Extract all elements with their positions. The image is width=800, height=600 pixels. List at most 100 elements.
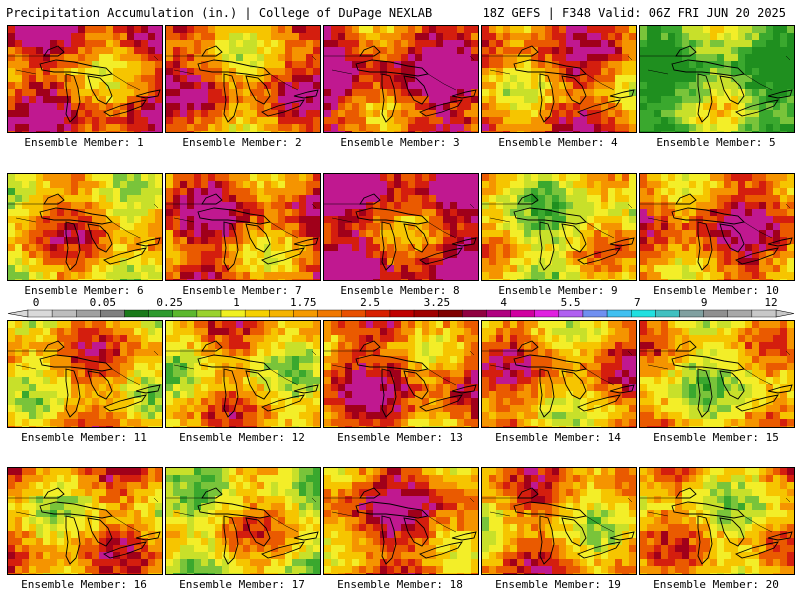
colorbar-swatch xyxy=(172,309,198,318)
colorbar-swatch xyxy=(437,309,463,318)
colorbar-swatch xyxy=(631,309,656,318)
colorbar-swatch xyxy=(486,309,511,318)
colorbar-tick-label: 0.25 xyxy=(156,296,183,309)
colorbar-swatch xyxy=(196,309,222,318)
colorbar-tick-label: 5.5 xyxy=(561,296,581,309)
precip-field xyxy=(166,174,320,280)
precip-field xyxy=(482,26,636,132)
colorbar-max-arrow xyxy=(775,309,795,318)
colorbar-swatch xyxy=(606,309,632,318)
member-label: Ensemble Member: 19 xyxy=(495,578,621,591)
colorbar-swatch xyxy=(655,309,680,318)
member-label: Ensemble Member: 6 xyxy=(24,284,144,297)
colorbar-swatch xyxy=(462,309,487,318)
colorbar-swatch xyxy=(100,309,125,318)
colorbar-swatch xyxy=(558,309,584,318)
precip-field xyxy=(640,321,794,427)
member-label: Ensemble Member: 7 xyxy=(182,284,302,297)
ensemble-member-map xyxy=(481,320,637,428)
great-lakes-outline xyxy=(324,340,477,418)
ensemble-member-map xyxy=(165,467,321,575)
colorbar-swatch xyxy=(679,309,704,318)
great-lakes-outline xyxy=(482,487,635,565)
member-label: Ensemble Member: 3 xyxy=(340,136,460,149)
colorbar-swatch xyxy=(293,309,318,318)
great-lakes-outline xyxy=(640,45,793,123)
member-label: Ensemble Member: 16 xyxy=(21,578,147,591)
colorbar-tick-label: 3.25 xyxy=(424,296,451,309)
precip-field xyxy=(166,26,320,132)
great-lakes-outline xyxy=(640,487,793,565)
colorbar-swatch xyxy=(244,309,270,318)
colorbar-tick-label: 7 xyxy=(634,296,641,309)
member-label: Ensemble Member: 15 xyxy=(653,431,779,444)
great-lakes-outline xyxy=(482,340,635,418)
colorbar-swatch xyxy=(269,309,294,318)
great-lakes-outline xyxy=(166,45,319,123)
ensemble-member-map xyxy=(323,173,479,281)
great-lakes-outline xyxy=(640,340,793,418)
great-lakes-outline xyxy=(324,193,477,271)
member-label: Ensemble Member: 1 xyxy=(24,136,144,149)
ensemble-member-map xyxy=(7,467,163,575)
precip-field xyxy=(324,26,478,132)
colorbar-swatch xyxy=(534,309,560,318)
precip-field xyxy=(166,321,320,427)
ensemble-member-map xyxy=(165,25,321,133)
great-lakes-outline xyxy=(166,487,319,565)
member-label: Ensemble Member: 2 xyxy=(182,136,302,149)
colorbar-swatch xyxy=(389,309,415,318)
ensemble-member-map xyxy=(7,173,163,281)
colorbar-tick-label: 0 xyxy=(33,296,40,309)
precip-field xyxy=(8,174,162,280)
great-lakes-outline xyxy=(8,340,161,418)
ensemble-member-map xyxy=(639,467,795,575)
great-lakes-outline xyxy=(8,193,161,271)
precip-field xyxy=(324,174,478,280)
colorbar-swatch xyxy=(413,309,439,318)
ensemble-member-map xyxy=(639,25,795,133)
precip-field xyxy=(166,468,320,574)
member-label: Ensemble Member: 10 xyxy=(653,284,779,297)
colorbar-swatch xyxy=(751,309,777,318)
precip-field xyxy=(482,174,636,280)
colorbar-tick-label: 9 xyxy=(701,296,708,309)
member-label: Ensemble Member: 14 xyxy=(495,431,621,444)
ensemble-member-map xyxy=(323,25,479,133)
member-label: Ensemble Member: 9 xyxy=(498,284,618,297)
colorbar-swatch xyxy=(703,309,728,318)
colorbar-tick-label: 1.75 xyxy=(290,296,317,309)
ensemble-member-map xyxy=(323,320,479,428)
colorbar-tick-label: 12 xyxy=(764,296,777,309)
page-title: Precipitation Accumulation (in.) | Colle… xyxy=(6,6,433,20)
member-label: Ensemble Member: 11 xyxy=(21,431,147,444)
ensemble-member-map xyxy=(165,320,321,428)
member-label: Ensemble Member: 20 xyxy=(653,578,779,591)
great-lakes-outline xyxy=(640,193,793,271)
colorbar-swatch xyxy=(124,309,149,318)
precip-field xyxy=(640,468,794,574)
colorbar-tick-label: 2.5 xyxy=(360,296,380,309)
ensemble-member-map xyxy=(7,320,163,428)
great-lakes-outline xyxy=(324,487,477,565)
colorbar-swatch xyxy=(727,309,753,318)
great-lakes-outline xyxy=(166,340,319,418)
member-label: Ensemble Member: 4 xyxy=(498,136,618,149)
ensemble-member-map xyxy=(481,25,637,133)
colorbar-swatch xyxy=(582,309,608,318)
member-label: Ensemble Member: 13 xyxy=(337,431,463,444)
precip-field xyxy=(8,468,162,574)
colorbar-swatch xyxy=(341,309,367,318)
colorbar: 0 0.05 0.25 1 1.75 2.5 3.25 4 5.5 7 9 12 xyxy=(7,296,795,318)
colorbar-swatch xyxy=(51,309,77,318)
great-lakes-outline xyxy=(8,487,161,565)
member-label: Ensemble Member: 12 xyxy=(179,431,305,444)
member-label: Ensemble Member: 8 xyxy=(340,284,460,297)
colorbar-swatch xyxy=(148,309,173,318)
precip-field xyxy=(482,468,636,574)
colorbar-tick-label: 4 xyxy=(500,296,507,309)
run-info: 18Z GEFS | F348 Valid: 06Z FRI JUN 20 20… xyxy=(482,6,786,20)
precip-field xyxy=(482,321,636,427)
member-label: Ensemble Member: 17 xyxy=(179,578,305,591)
ensemble-member-map xyxy=(481,173,637,281)
